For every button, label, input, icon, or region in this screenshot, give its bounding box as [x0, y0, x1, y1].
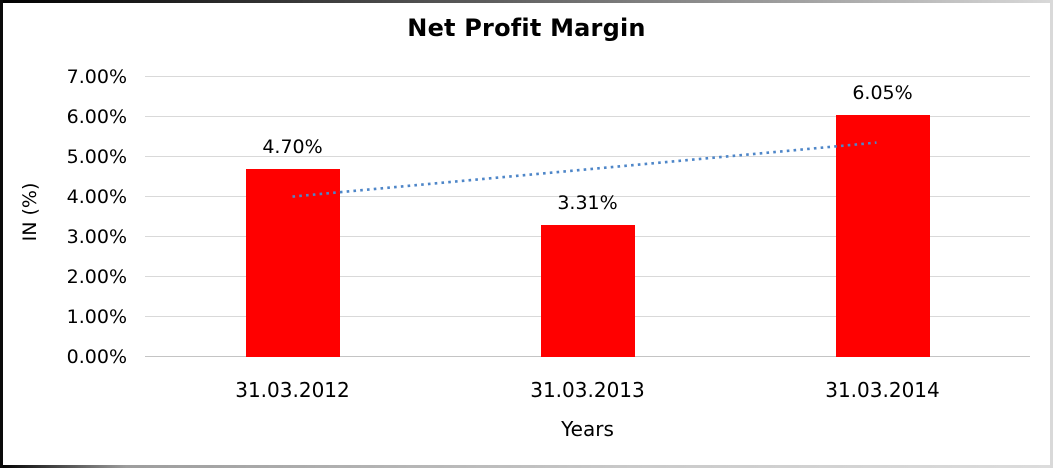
y-tick-label: 6.00%	[66, 106, 127, 128]
gridline	[145, 156, 1030, 157]
y-tick-label: 7.00%	[66, 66, 127, 88]
y-axis-tick-labels: 0.00% 1.00% 2.00% 3.00% 4.00% 5.00% 6.00% 7.00%	[0, 66, 127, 368]
bar-data-label: 4.70%	[262, 136, 323, 158]
y-tick-label: 0.00%	[66, 346, 127, 368]
bars: 4.70% 3.31% 6.05%	[145, 77, 1030, 357]
bar-data-label: 6.05%	[852, 82, 913, 104]
y-tick-label: 1.00%	[66, 306, 127, 328]
x-axis-tick-labels: 31.03.2012 31.03.2013 31.03.2014	[145, 378, 1030, 404]
y-tick-label: 5.00%	[66, 146, 127, 168]
plot-area: 4.70% 3.31% 6.05%	[145, 76, 1030, 357]
y-tick-label: 2.00%	[66, 266, 127, 288]
bar-31.03.2012	[245, 169, 340, 357]
bar-data-label: 3.31%	[557, 191, 618, 214]
bar-31.03.2013	[540, 224, 635, 357]
frame-border-left	[0, 0, 3, 468]
chart-title: Net Profit Margin	[407, 14, 646, 42]
bar-31.03.2014	[835, 115, 930, 357]
gridline	[145, 196, 1030, 197]
x-tick-label: 31.03.2013	[530, 378, 645, 402]
y-tick-label: 3.00%	[66, 226, 127, 248]
x-axis-title: Years	[561, 417, 614, 441]
frame-border-right	[1050, 0, 1053, 468]
frame-border-top	[0, 0, 1053, 3]
x-tick-label: 31.03.2014	[825, 378, 940, 402]
gridline	[145, 76, 1030, 77]
gridline	[145, 116, 1030, 117]
trendline	[292, 141, 877, 198]
y-tick-label: 4.00%	[66, 186, 127, 208]
x-tick-label: 31.03.2012	[235, 378, 350, 402]
frame-border-bottom	[0, 465, 1053, 468]
